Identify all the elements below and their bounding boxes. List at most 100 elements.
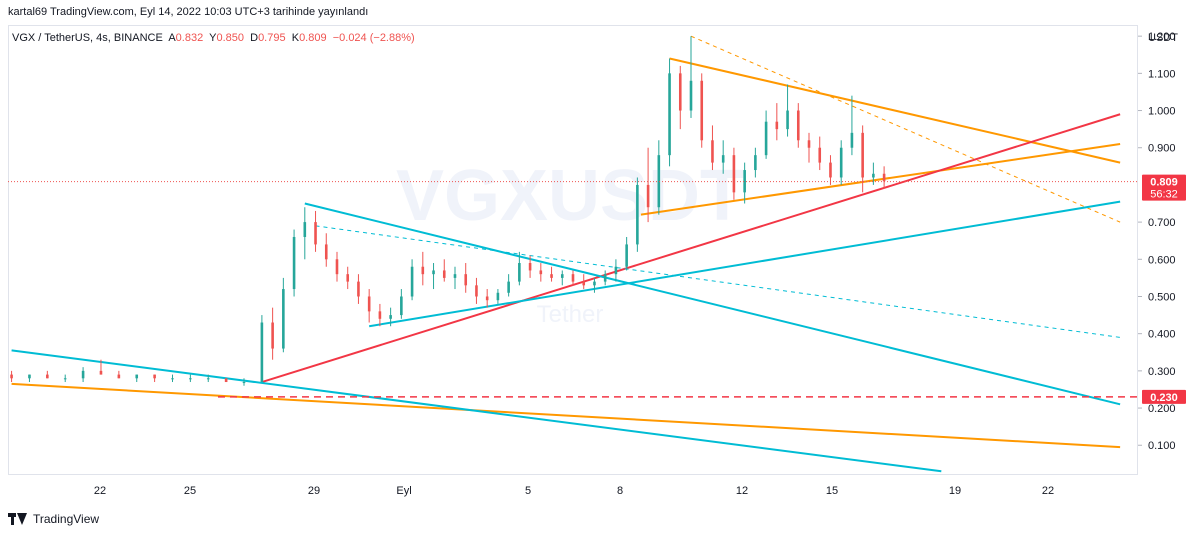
candle[interactable] [775,103,779,141]
candle[interactable] [153,374,156,383]
x-tick-label: 25 [184,485,196,497]
candle[interactable] [346,266,350,290]
trendline-red-5[interactable] [261,113,1121,383]
candle-body [657,155,661,208]
trendline-orange-2[interactable] [640,143,1121,216]
trendline-cyan-7[interactable] [369,200,1121,328]
candle[interactable] [171,374,174,383]
candle[interactable] [135,374,139,383]
candle-body [582,281,586,286]
candle[interactable] [271,307,274,360]
candle[interactable] [711,125,714,171]
candle[interactable] [603,270,607,286]
y-tick-label: 0.300 [1148,366,1176,378]
candle[interactable] [324,233,328,267]
candle[interactable] [335,251,339,282]
candle[interactable] [224,378,228,383]
candle[interactable] [861,125,864,193]
trendline-cyan-9[interactable] [11,349,942,473]
candle[interactable] [528,255,532,278]
candle[interactable] [432,263,435,290]
tradingview-footer[interactable]: TradingView [8,512,99,526]
candle-body [668,73,671,156]
trendline-cyan-6[interactable] [304,202,1121,406]
candle[interactable] [689,36,693,118]
candle[interactable] [507,274,510,297]
candle[interactable] [421,251,425,286]
x-tick-label: 22 [1042,485,1054,497]
candle[interactable] [796,103,800,148]
candle[interactable] [314,210,317,252]
candle[interactable] [786,84,789,137]
candle[interactable] [189,374,192,383]
horizontal-level-label-text: 0.230 [1150,392,1178,404]
candle[interactable] [63,374,67,383]
candle[interactable] [117,370,121,379]
candle[interactable] [453,266,457,290]
candle[interactable] [571,270,575,286]
candle-body [496,292,500,301]
candle[interactable] [839,140,843,185]
candle[interactable] [829,155,832,185]
candle[interactable] [464,263,468,293]
candle[interactable] [550,266,553,282]
candle[interactable] [518,251,521,286]
candle[interactable] [378,303,382,327]
candle[interactable] [700,73,704,148]
candle[interactable] [389,307,392,327]
candle[interactable] [442,259,446,282]
candle[interactable] [99,359,103,375]
trendline-orange-4[interactable] [11,382,1121,449]
candle-body [346,274,350,282]
candle[interactable] [732,147,736,200]
candle[interactable] [657,140,661,215]
candle-body [421,266,425,275]
candle-body [357,281,360,297]
candle[interactable] [206,374,210,383]
candle[interactable] [818,136,822,171]
candle[interactable] [46,370,49,379]
candle[interactable] [242,378,246,386]
candle[interactable] [410,259,414,301]
candle[interactable] [593,277,596,293]
candle[interactable] [367,289,371,323]
candle[interactable] [807,132,811,163]
candle[interactable] [882,166,886,189]
candle[interactable] [625,236,628,271]
candle[interactable] [81,367,85,383]
candle[interactable] [636,177,639,252]
candle[interactable] [475,277,478,304]
candle[interactable] [400,289,403,319]
candle[interactable] [496,289,500,304]
candle[interactable] [560,270,564,286]
candle[interactable] [754,147,757,178]
candle[interactable] [764,110,768,159]
candle[interactable] [357,274,360,304]
trendline-orange-3[interactable] [690,35,1121,223]
candle[interactable] [282,277,285,353]
candle[interactable] [850,95,854,156]
candle[interactable] [668,58,671,167]
candle[interactable] [721,140,725,174]
candle[interactable] [678,65,682,130]
candle[interactable] [292,229,296,297]
symbol-name[interactable]: VGX / TetherUS, 4s, BINANCE [12,32,163,44]
x-tick-label: 8 [617,485,623,497]
y-tick-label: 0.900 [1148,143,1176,155]
candle[interactable] [582,274,586,290]
trendline-cyan-8[interactable] [315,225,1121,338]
trendline-orange-1[interactable] [669,57,1121,164]
candle[interactable] [10,370,13,383]
candle[interactable] [260,315,264,383]
candle[interactable] [646,147,650,223]
candle-body [81,370,85,379]
candle[interactable] [872,162,875,185]
candle[interactable] [743,162,746,204]
candle[interactable] [539,263,543,282]
candle-body [442,270,446,278]
candle[interactable] [28,374,31,383]
candle[interactable] [485,289,489,308]
candle[interactable] [614,259,618,282]
candle[interactable] [303,207,307,260]
